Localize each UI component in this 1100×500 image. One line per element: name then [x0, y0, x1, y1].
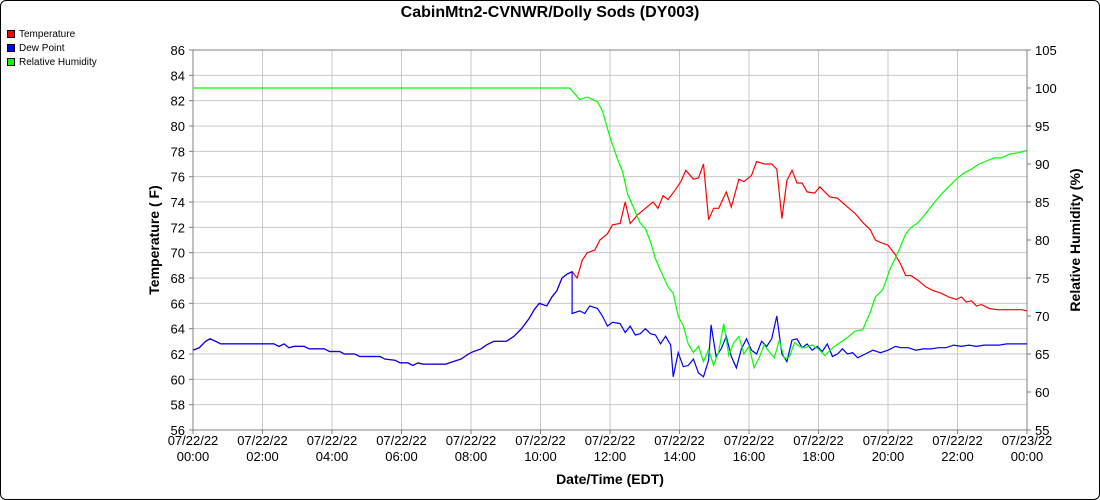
legend-item-dew-point: Dew Point — [7, 41, 97, 55]
y-right-tick-label: 105 — [1035, 43, 1057, 58]
x-tick-label-time: 20:00 — [872, 449, 905, 464]
x-tick-label-date: 07/22/22 — [446, 433, 497, 448]
x-tick-label-date: 07/23/22 — [1002, 433, 1053, 448]
x-tick-label-date: 07/22/22 — [307, 433, 358, 448]
y-right-tick-label: 75 — [1035, 271, 1049, 286]
x-axis-title: Date/Time (EDT) — [556, 471, 664, 487]
x-tick-label-date: 07/22/22 — [237, 433, 288, 448]
y-left-axis-title: Temperature ( F) — [146, 185, 162, 294]
y-left-tick-label: 60 — [171, 372, 185, 387]
y-right-tick-label: 90 — [1035, 157, 1049, 172]
legend-label-temperature: Temperature — [19, 28, 76, 40]
y-left-tick-label: 76 — [171, 170, 185, 185]
series-line-relative-humidity — [193, 87, 1028, 370]
x-tick-label-date: 07/22/22 — [932, 433, 983, 448]
y-right-tick-label: 55 — [1035, 423, 1049, 438]
y-left-tick-label: 84 — [171, 68, 185, 83]
x-tick-label-date: 07/22/22 — [793, 433, 844, 448]
y-left-tick-label: 72 — [171, 220, 185, 235]
x-tick-label-date: 07/22/22 — [863, 433, 914, 448]
x-tick-label-time: 08:00 — [455, 449, 488, 464]
chart-title: CabinMtn2-CVNWR/Dolly Sods (DY003) — [400, 4, 700, 21]
x-tick-label-time: 06:00 — [385, 449, 418, 464]
y-left-tick-label: 64 — [171, 322, 185, 337]
y-right-tick-label: 80 — [1035, 233, 1049, 248]
x-tick-label-date: 07/22/22 — [724, 433, 775, 448]
legend-label-relative-humidity: Relative Humidity — [19, 56, 97, 68]
x-tick-label-time: 00:00 — [1011, 449, 1044, 464]
y-left-tick-label: 58 — [171, 398, 185, 413]
legend-swatch-relative-humidity — [7, 58, 15, 66]
y-left-tick-label: 78 — [171, 144, 185, 159]
legend-label-dew-point: Dew Point — [19, 42, 65, 54]
y-left-tick-label: 74 — [171, 195, 185, 210]
x-tick-label-time: 00:00 — [177, 449, 210, 464]
series-line-dew-point — [192, 270, 1027, 378]
y-left-tick-label: 62 — [171, 347, 185, 362]
x-tick-label-time: 04:00 — [316, 449, 349, 464]
x-tick-label-date: 07/22/22 — [654, 433, 705, 448]
x-tick-label-date: 07/22/22 — [168, 433, 219, 448]
legend-item-temperature: Temperature — [7, 27, 97, 41]
y-left-tick-label: 86 — [171, 43, 185, 58]
y-right-tick-label: 60 — [1035, 385, 1049, 400]
legend-item-relative-humidity: Relative Humidity — [7, 55, 97, 69]
legend-swatch-temperature — [7, 30, 15, 38]
x-tick-label-date: 07/22/22 — [585, 433, 636, 448]
y-right-tick-label: 85 — [1035, 195, 1049, 210]
x-tick-label-time: 02:00 — [246, 449, 279, 464]
x-tick-label-time: 22:00 — [941, 449, 974, 464]
y-left-tick-label: 82 — [171, 94, 185, 109]
x-tick-label-time: 16:00 — [733, 449, 766, 464]
y-right-tick-label: 95 — [1035, 119, 1049, 134]
y-left-tick-label: 80 — [171, 119, 185, 134]
y-left-tick-label: 56 — [171, 423, 185, 438]
x-tick-label-time: 10:00 — [524, 449, 557, 464]
y-left-tick-label: 66 — [171, 296, 185, 311]
legend: Temperature Dew Point Relative Humidity — [7, 27, 97, 69]
legend-swatch-dew-point — [7, 44, 15, 52]
y-left-tick-label: 70 — [171, 246, 185, 261]
x-tick-label-time: 14:00 — [663, 449, 696, 464]
y-left-tick-label: 68 — [171, 271, 185, 286]
x-tick-label-date: 07/22/22 — [376, 433, 427, 448]
y-right-tick-label: 65 — [1035, 347, 1049, 362]
y-right-tick-label: 100 — [1035, 81, 1057, 96]
y-right-tick-label: 70 — [1035, 309, 1049, 324]
x-tick-label-date: 07/22/22 — [515, 433, 566, 448]
x-tick-label-time: 18:00 — [802, 449, 835, 464]
x-tick-label-time: 12:00 — [594, 449, 627, 464]
y-right-axis-title: Relative Humidity (%) — [1067, 168, 1083, 311]
